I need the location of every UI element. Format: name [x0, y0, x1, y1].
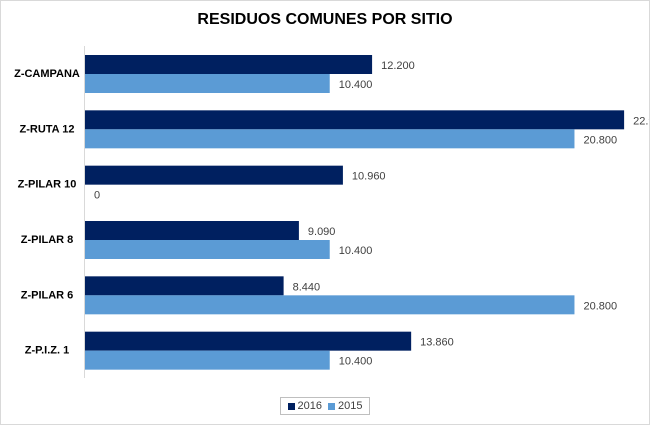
- category-label: Z-CAMPANA: [14, 68, 80, 80]
- bar-2015: [85, 129, 575, 149]
- bar-2016: [85, 331, 412, 351]
- legend-label-2016: 2016: [297, 400, 322, 412]
- bar-2015: [85, 350, 330, 370]
- bar-2016: [85, 221, 299, 240]
- data-label-2016: 13.860: [420, 337, 454, 349]
- chart-title: RESIDUOS COMUNES POR SITIO: [197, 11, 453, 28]
- category-label: Z-PILAR 10: [18, 179, 77, 191]
- category-label: Z-P.I.Z. 1: [25, 345, 69, 357]
- legend: 2016 2015: [280, 397, 370, 415]
- category-label: Z-PILAR 6: [21, 289, 74, 301]
- legend-swatch-2015: [328, 402, 335, 410]
- data-label-2015: 10.400: [339, 356, 373, 368]
- legend-swatch-2016: [287, 402, 295, 410]
- category-label: Z-RUTA 12: [20, 123, 75, 135]
- category-label: Z-PILAR 8: [21, 234, 74, 246]
- data-label-2016: 9.090: [308, 226, 336, 238]
- bar-2016: [85, 165, 343, 185]
- data-label-2015: 20.800: [583, 134, 617, 146]
- bar-2015: [85, 295, 575, 315]
- legend-label-2015: 2015: [338, 400, 363, 412]
- data-label-2015: 10.400: [339, 79, 373, 91]
- legend-item-2016: 2016: [287, 400, 322, 412]
- bar-2016: [85, 276, 284, 296]
- legend-item-2015: 2015: [328, 400, 362, 412]
- data-label-2015: 0: [94, 190, 100, 202]
- data-label-2016: 12.200: [381, 60, 415, 72]
- data-label-2016: 22.910: [633, 115, 649, 127]
- data-label-2016: 10.960: [352, 171, 386, 183]
- bar-2015: [85, 240, 330, 259]
- bar-2016: [85, 55, 373, 74]
- bar-2015: [85, 74, 330, 93]
- data-label-2016: 8.440: [293, 281, 321, 293]
- bar-2016: [85, 110, 625, 130]
- data-label-2015: 20.800: [583, 300, 617, 312]
- data-label-2015: 10.400: [339, 245, 373, 257]
